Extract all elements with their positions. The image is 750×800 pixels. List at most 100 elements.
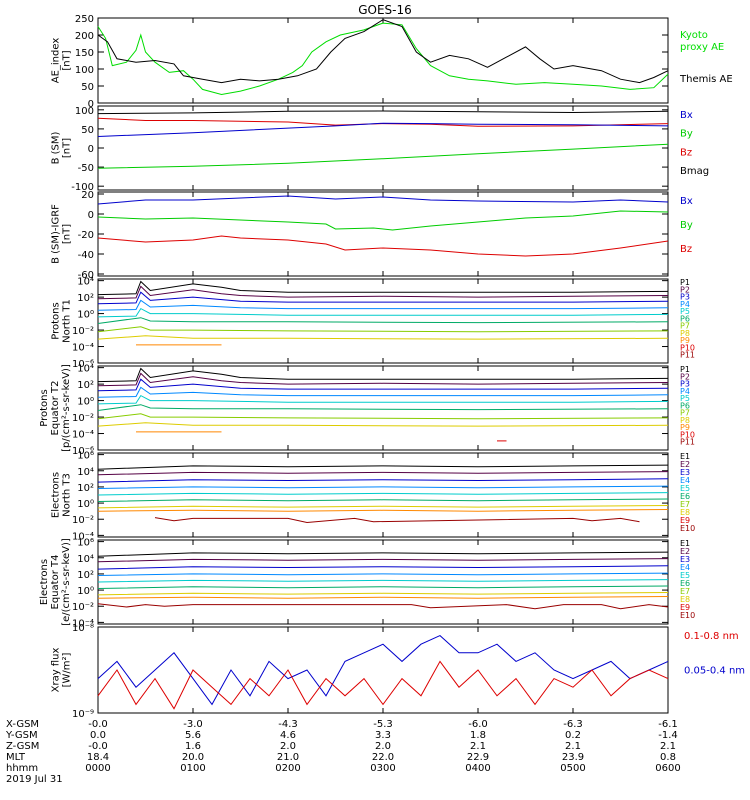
y-tick-label: 10⁴ — [77, 364, 94, 375]
series-line — [154, 517, 640, 524]
y-axis-label: B (SM) — [51, 131, 62, 164]
series-line — [97, 372, 669, 387]
series-line — [97, 122, 669, 137]
x-axis-value: -5.3 — [373, 719, 393, 730]
y-tick-label: 10⁻⁸ — [72, 623, 94, 634]
series-line — [97, 335, 669, 340]
x-axis-value: 1.8 — [470, 730, 486, 741]
x-axis-value: 5.6 — [185, 730, 201, 741]
y-tick-label: 100 — [75, 106, 94, 117]
panel-protons-equator: 10⁴ 10² 10⁰ 10⁻² 10⁻⁴ 10⁻⁶ Protons Equator T2 [p… — [39, 364, 695, 457]
legend-label: E10 — [680, 524, 695, 533]
legend-label: P9 — [680, 336, 690, 345]
y-axis-label: AE_index — [51, 38, 62, 84]
legend-label: 0.05-0.4 nm — [684, 665, 745, 676]
y-tick-label: 50 — [81, 82, 94, 93]
y-tick-label: 10⁻⁴ — [72, 343, 94, 354]
legend-label: E7 — [680, 587, 690, 596]
y-tick-label: 10⁴ — [77, 277, 94, 288]
legend-label: Bmag — [680, 166, 709, 177]
y-axis-label: [p/(cm²-s-sr-keV)] — [61, 364, 72, 452]
y-tick-label: 100 — [75, 65, 94, 76]
x-axis-value: 2.0 — [375, 741, 391, 752]
series-line — [97, 285, 669, 300]
legend-label: 0.1-0.8 nm — [684, 631, 739, 642]
series-line — [97, 210, 669, 231]
series-line — [97, 307, 669, 318]
legend-label: E3 — [680, 468, 690, 477]
panel-frame — [97, 278, 669, 364]
y-tick-label: 10⁻⁴ — [72, 430, 94, 441]
y-axis-label: [W/m²] — [62, 652, 73, 687]
legend-label: Kyoto — [680, 30, 708, 41]
y-axis-label: B (SM)-IGRF — [51, 204, 62, 264]
legend-label: P1 — [680, 278, 690, 287]
series-line — [97, 635, 669, 706]
y-tick-label: 0 — [88, 99, 94, 110]
x-axis-value: -6.0 — [468, 719, 488, 730]
y-tick-label: -20 — [78, 230, 94, 241]
legend-label: P6 — [680, 401, 690, 410]
legend-label: By — [680, 220, 693, 231]
x-axis-value: 0.2 — [565, 730, 581, 741]
legend-label: E1 — [680, 539, 690, 548]
y-tick-label: 0 — [88, 144, 94, 155]
x-axis-value: -0.0 — [88, 741, 108, 752]
y-tick-label: 10⁻⁶ — [72, 359, 94, 370]
y-tick-label: 200 — [75, 31, 94, 42]
x-axis-value: -6.1 — [658, 719, 678, 730]
panel-frame — [97, 365, 669, 451]
x-axis-value: -4.3 — [278, 719, 298, 730]
series-line — [97, 498, 669, 502]
y-axis-label: Equator T2 — [50, 381, 61, 436]
x-axis-value: -3.0 — [183, 719, 203, 730]
panel-frame — [97, 17, 669, 104]
panel-frame — [97, 191, 669, 277]
series-line — [97, 326, 669, 333]
x-axis-value: 21.0 — [277, 752, 299, 763]
x-axis-value: 2.0 — [280, 741, 296, 752]
y-axis-label: North T1 — [62, 299, 73, 343]
plot-title: GOES-16 — [358, 3, 412, 17]
series-line — [97, 572, 669, 576]
y-tick-label: 10⁶ — [77, 538, 94, 549]
series-line — [97, 413, 669, 420]
legend-label: P3 — [680, 293, 690, 302]
series-line — [97, 596, 669, 599]
legend-label: E9 — [680, 603, 690, 612]
x-axis-value: 0100 — [180, 763, 205, 774]
x-axis-value: 3.3 — [375, 730, 391, 741]
series-line — [97, 317, 669, 324]
row-label: Y-GSM — [5, 730, 38, 741]
y-axis-label: North T3 — [62, 473, 73, 517]
series-line — [97, 422, 669, 427]
panel-b-igrf: -60 -40 -20 0 20 B (SM)-IGRF [nT] Bx By Bz — [51, 190, 693, 281]
y-tick-label: 10⁶ — [77, 451, 94, 462]
y-tick-label: 10² — [77, 570, 94, 581]
y-tick-label: 10⁰ — [77, 397, 94, 408]
y-tick-label: 0 — [88, 210, 94, 221]
y-axis-label: [nT] — [62, 224, 73, 244]
x-axis-value: -0.0 — [88, 719, 108, 730]
series-line — [97, 551, 669, 557]
x-axis-value: 0600 — [655, 763, 680, 774]
legend-label: P8 — [680, 416, 690, 425]
series-line — [97, 592, 669, 596]
legend-label: P6 — [680, 314, 690, 323]
y-tick-label: 250 — [75, 14, 94, 25]
series-line — [97, 143, 669, 169]
legend-label: E8 — [680, 595, 690, 604]
x-axis-value: 2.1 — [565, 741, 581, 752]
y-tick-label: 10⁰ — [77, 586, 94, 597]
legend-label: Bz — [680, 147, 692, 158]
x-axis-value: 20.0 — [182, 752, 204, 763]
y-tick-label: 10⁻² — [72, 515, 94, 526]
y-axis-label: [nT] — [62, 138, 73, 158]
series-line — [97, 291, 669, 305]
legend-label: By — [680, 129, 693, 140]
legend-label: P1 — [680, 365, 690, 374]
series-line — [97, 394, 669, 405]
